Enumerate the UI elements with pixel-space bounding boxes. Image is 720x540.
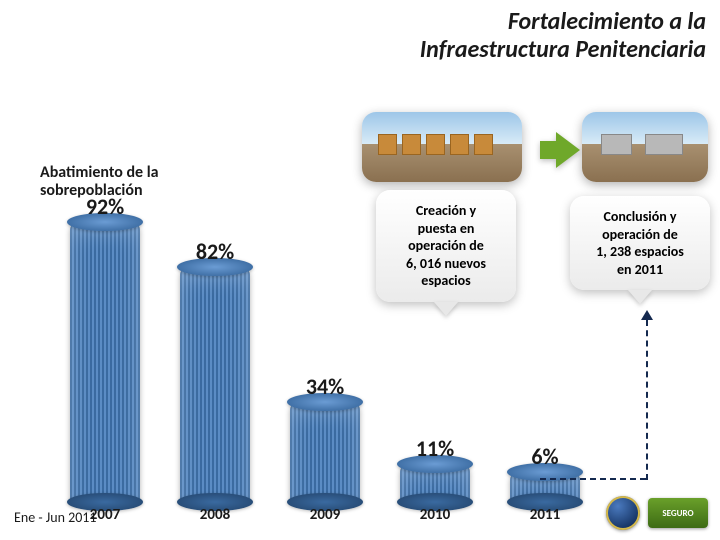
title-line1: Fortalecimiento a la <box>420 8 706 36</box>
bar-2011 <box>510 472 580 502</box>
x-label-2008: 2008 <box>170 506 260 524</box>
badge-label: SEGURO <box>662 508 693 519</box>
dashed-connector-h <box>540 478 646 480</box>
dashed-arrowhead-icon <box>641 310 653 320</box>
x-label-2009: 2009 <box>280 506 370 524</box>
bar-chart: 92% 82% 34% 11% 6% <box>20 172 660 502</box>
title-line2: Infraestructura Penitenciaria <box>420 36 706 64</box>
bar-label-2009: 34% <box>285 373 365 400</box>
page-title: Fortalecimiento a la Infraestructura Pen… <box>420 8 706 63</box>
x-axis-labels: 20072008200920102011 <box>20 506 660 528</box>
date-range-label: Ene - Jun 2011 <box>14 509 97 526</box>
bar-label-2010: 11% <box>395 435 475 462</box>
bar-2008 <box>180 267 250 502</box>
dashed-connector-v <box>646 320 648 480</box>
arrow-right-icon <box>556 132 580 168</box>
bar-label-2011: 6% <box>505 443 585 470</box>
bar-label-2008: 82% <box>175 238 255 265</box>
x-label-2011: 2011 <box>500 506 590 524</box>
seguro-badge-icon: SEGURO <box>648 498 708 528</box>
bar-2009 <box>290 402 360 502</box>
bar-2010 <box>400 464 470 502</box>
bar-label-2007: 92% <box>65 193 145 220</box>
shield-logo-icon <box>606 496 640 530</box>
logo-area: SEGURO <box>606 496 708 530</box>
x-label-2010: 2010 <box>390 506 480 524</box>
bar-2007 <box>70 222 140 502</box>
